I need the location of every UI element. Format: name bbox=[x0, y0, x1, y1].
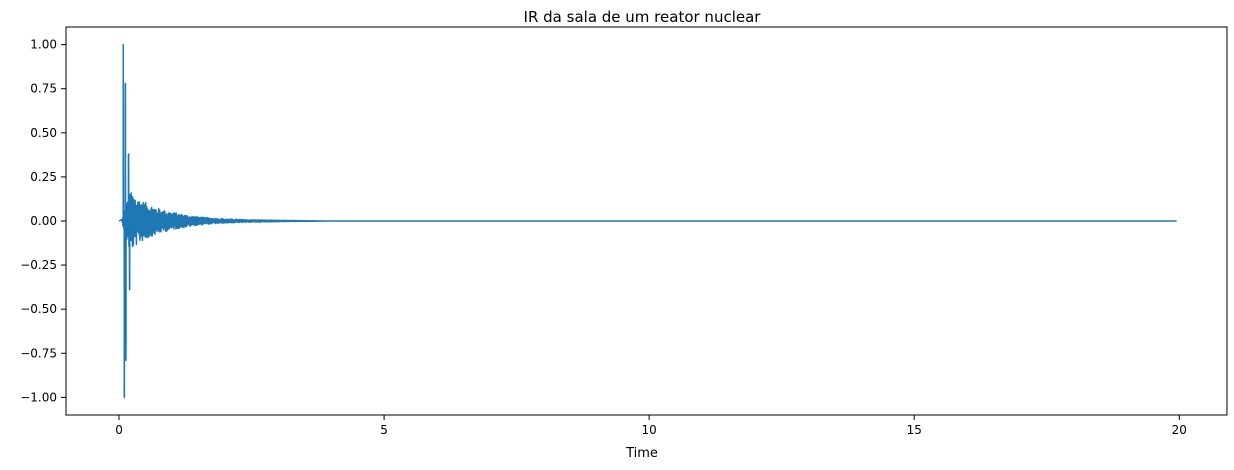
series-line bbox=[118, 43, 1177, 399]
x-tick-label: 0 bbox=[115, 423, 123, 437]
y-tick-label: −0.50 bbox=[20, 302, 57, 316]
y-tick-label: −0.25 bbox=[20, 258, 57, 272]
y-tick-label: 0.50 bbox=[30, 126, 57, 140]
x-tick-label: 10 bbox=[642, 423, 657, 437]
x-axis: 0 5 10 15 20 bbox=[115, 415, 1187, 437]
y-axis: 1.00 0.75 0.50 0.25 0.00 −0.25 −0.50 −0.75 −1.00 bbox=[20, 38, 66, 404]
y-tick-label: 0.00 bbox=[30, 214, 57, 228]
y-tick-label: −1.00 bbox=[20, 390, 57, 404]
x-tick-label: 15 bbox=[907, 423, 922, 437]
y-tick-label: 0.25 bbox=[30, 170, 57, 184]
x-axis-label: Time bbox=[625, 446, 658, 461]
x-tick-label: 20 bbox=[1172, 423, 1187, 437]
series-layer bbox=[118, 43, 1177, 399]
plot-area bbox=[65, 26, 1228, 416]
y-tick-label: 1.00 bbox=[30, 38, 57, 52]
x-tick-label: 5 bbox=[380, 423, 388, 437]
y-tick-label: −0.75 bbox=[20, 346, 57, 360]
chart-title: IR da sala de um reator nuclear bbox=[524, 8, 762, 26]
y-tick-label: 0.75 bbox=[30, 82, 57, 96]
